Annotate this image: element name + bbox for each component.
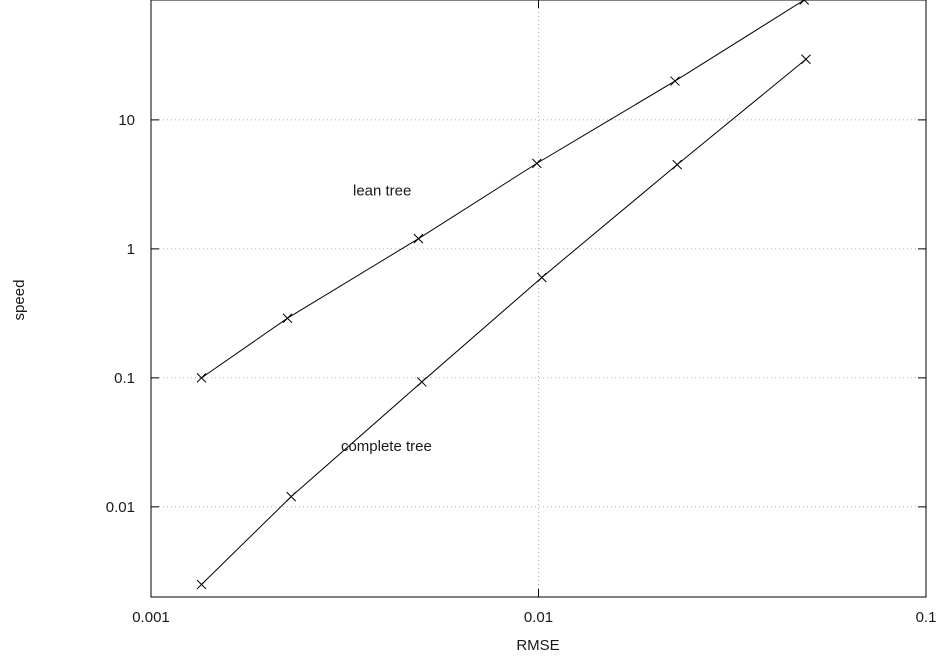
data-point-marker	[196, 373, 207, 383]
data-point-marker	[672, 159, 683, 170]
x-tick-label: 0.01	[524, 609, 553, 626]
annotation-label: complete tree	[341, 438, 432, 455]
y-tick-label: 1	[127, 241, 135, 258]
y-tick-label: 0.01	[106, 499, 135, 516]
annotation-layer: lean tree complete tree	[341, 182, 432, 455]
data-point-marker	[196, 579, 207, 590]
data-point-marker	[670, 76, 680, 86]
data-point-marker	[536, 272, 547, 283]
tick-layer: 0.001 0.01 0.1 0.01 0.1 1 10	[106, 0, 937, 626]
data-point-marker	[416, 377, 427, 387]
plot-frame	[150, 0, 927, 598]
data-point-marker	[413, 233, 424, 244]
data-point-marker	[799, 0, 810, 5]
series-line-2	[201, 58, 807, 585]
data-point-marker	[282, 313, 293, 324]
series-layer	[196, 0, 811, 590]
data-point-marker	[801, 54, 811, 65]
x-axis-label: RMSE	[516, 637, 559, 654]
x-tick-label: 0.1	[916, 609, 937, 626]
y-axis-label: speed	[11, 280, 28, 321]
data-point-marker	[531, 158, 542, 169]
series-line-1	[201, 0, 805, 379]
grid-layer	[151, 0, 926, 597]
annotation-label: lean tree	[353, 182, 411, 199]
x-tick-label: 0.001	[132, 609, 170, 626]
y-tick-label: 10	[118, 112, 135, 129]
y-tick-label: 0.1	[114, 370, 135, 387]
data-point-marker	[286, 491, 297, 502]
